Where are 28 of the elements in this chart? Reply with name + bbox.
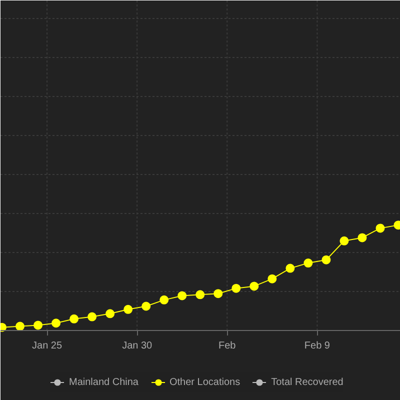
point bbox=[322, 255, 331, 264]
legend-label: Mainland China bbox=[69, 376, 138, 388]
point bbox=[124, 304, 133, 314]
point bbox=[160, 295, 169, 304]
x-tick-label: Jan 25 bbox=[32, 340, 62, 352]
legend-label: Total Recovered bbox=[271, 376, 344, 388]
point bbox=[178, 291, 187, 300]
point bbox=[358, 233, 367, 242]
point bbox=[106, 309, 115, 318]
point bbox=[286, 264, 295, 273]
x-tick-label: Jan 30 bbox=[122, 340, 153, 352]
legend-label: Other Locations bbox=[170, 376, 240, 388]
x-tick-label: Feb 9 bbox=[304, 340, 330, 352]
point bbox=[250, 282, 259, 291]
point bbox=[214, 289, 223, 298]
point bbox=[88, 312, 97, 322]
point bbox=[70, 314, 79, 324]
point bbox=[268, 274, 277, 284]
point bbox=[376, 224, 385, 233]
point bbox=[16, 322, 25, 331]
point bbox=[340, 236, 349, 246]
point bbox=[304, 258, 313, 268]
point bbox=[232, 284, 241, 293]
point bbox=[34, 320, 43, 330]
point bbox=[196, 290, 205, 300]
point bbox=[52, 318, 61, 328]
x-tick-label: Feb bbox=[218, 340, 236, 352]
point bbox=[142, 302, 151, 311]
